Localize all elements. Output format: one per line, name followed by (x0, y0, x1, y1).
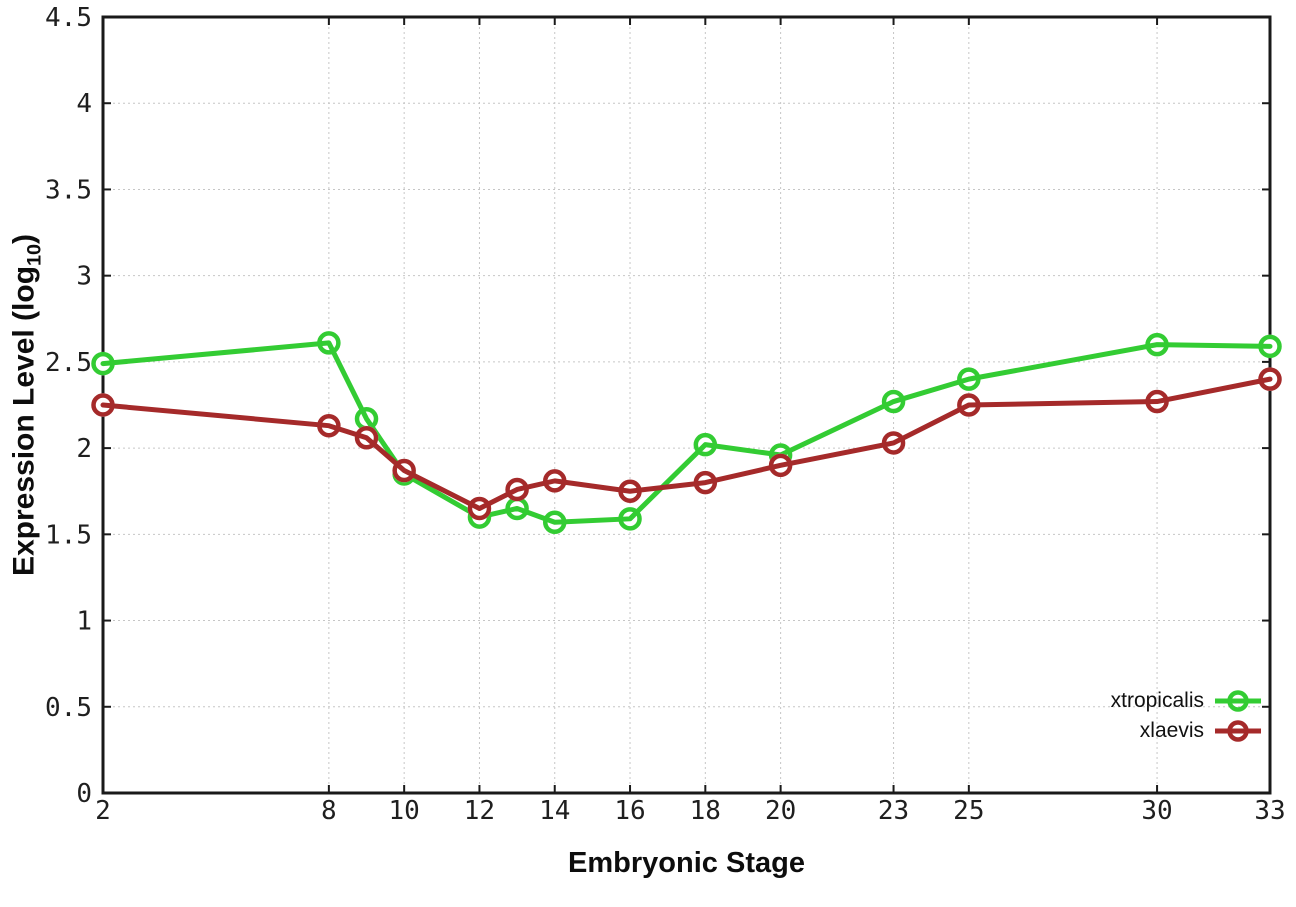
y-tick-label: 1 (76, 607, 92, 637)
x-tick-label: 14 (539, 796, 570, 826)
data-point-xtropicalis-stage-30 (1145, 332, 1169, 357)
legend-marker-xtropicalis (1215, 690, 1261, 712)
data-point-xtropicalis-stage-16 (618, 507, 642, 531)
legend-circle-sample (1227, 690, 1249, 712)
y-tick-label: 1.5 (45, 520, 92, 550)
data-point-xlaevis-stage-10 (392, 458, 416, 483)
data-point-xtropicalis-stage-33 (1258, 334, 1282, 359)
y-axis-title-text: Expression Level (log (7, 265, 41, 577)
legend-circle-sample (1227, 720, 1249, 742)
x-tick-label: 8 (321, 796, 337, 826)
y-tick-label: 4 (76, 89, 92, 119)
y-tick-label: 3 (76, 262, 92, 292)
x-tick-label: 16 (614, 796, 645, 826)
y-axis-title-close: ) (7, 233, 41, 244)
y-tick-label: 3.5 (45, 175, 92, 205)
data-point-xlaevis-stage-33 (1258, 367, 1282, 391)
x-tick-label: 23 (878, 796, 909, 826)
legend-item-xtropicalis: xtropicalis (1111, 686, 1262, 716)
data-point-xlaevis-stage-16 (618, 479, 642, 503)
data-point-xlaevis-stage-2 (91, 393, 115, 417)
data-point-xlaevis-stage-30 (1145, 389, 1169, 414)
data-point-xlaevis-stage-12 (467, 496, 492, 521)
x-axis-title: Embryonic Stage (568, 847, 805, 879)
x-tick-label: 25 (953, 796, 984, 826)
legend: xtropicalis xlaevis (1111, 686, 1262, 746)
data-point-xtropicalis-stage-18 (693, 432, 718, 457)
legend-label-xlaevis: xlaevis (1139, 719, 1204, 742)
data-point-xlaevis-stage-23 (881, 431, 906, 455)
series-line-xlaevis (100, 376, 1273, 511)
legend-label-xtropicalis: xtropicalis (1110, 689, 1204, 712)
data-point-xtropicalis-stage-23 (881, 389, 906, 414)
x-tick-label: 20 (765, 796, 796, 826)
series-line-xtropicalis (100, 340, 1273, 525)
data-point-xtropicalis-stage-2 (91, 351, 115, 376)
x-tick-label: 10 (389, 796, 420, 826)
data-point-xtropicalis-stage-25 (957, 367, 981, 391)
y-tick-label: 2 (76, 434, 92, 464)
y-tick-label: 2.5 (45, 348, 92, 378)
data-point-xlaevis-stage-9 (354, 426, 379, 450)
data-point-xtropicalis-stage-8 (317, 331, 341, 355)
y-axis-title-subscript: 10 (23, 243, 46, 266)
y-axis-title: Expression Level (log10) (8, 234, 47, 576)
y-tick-label: 0 (76, 779, 92, 809)
data-point-xtropicalis-stage-14 (542, 510, 567, 535)
x-tick-label: 33 (1254, 796, 1285, 826)
data-point-xlaevis-stage-8 (317, 413, 341, 438)
data-point-xlaevis-stage-18 (693, 470, 718, 495)
data-point-xlaevis-stage-14 (542, 469, 567, 493)
x-tick-label: 12 (464, 796, 495, 826)
y-tick-label: 0.5 (45, 693, 92, 723)
y-tick-label: 4.5 (45, 3, 92, 33)
data-point-xlaevis-stage-13 (505, 477, 529, 502)
x-tick-label: 18 (690, 796, 721, 826)
legend-marker-xlaevis (1215, 720, 1261, 742)
legend-item-xlaevis: xlaevis (1111, 716, 1262, 746)
x-tick-label: 30 (1141, 796, 1172, 826)
x-tick-label: 2 (95, 796, 111, 826)
data-point-xlaevis-stage-20 (768, 453, 793, 478)
data-point-xlaevis-stage-25 (957, 393, 981, 417)
